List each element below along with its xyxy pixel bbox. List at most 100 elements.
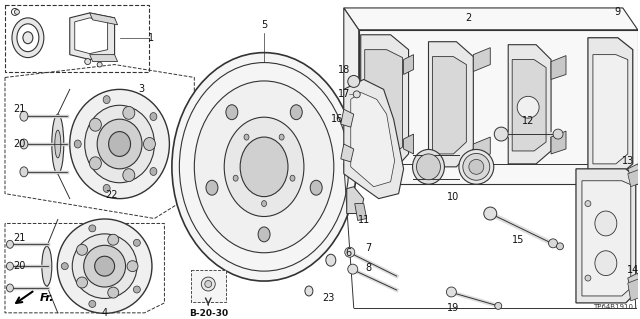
Polygon shape [433, 56, 467, 154]
Ellipse shape [305, 286, 313, 296]
Polygon shape [588, 38, 633, 177]
Ellipse shape [55, 130, 61, 158]
Polygon shape [90, 13, 118, 25]
Ellipse shape [244, 134, 249, 140]
Polygon shape [576, 169, 636, 303]
Text: 17: 17 [337, 89, 350, 99]
Polygon shape [404, 55, 413, 74]
Ellipse shape [290, 175, 295, 181]
Ellipse shape [52, 114, 64, 174]
Ellipse shape [61, 263, 68, 270]
Polygon shape [628, 273, 640, 298]
Bar [191, 270, 226, 302]
Ellipse shape [108, 234, 119, 245]
Ellipse shape [108, 287, 119, 298]
Text: 14: 14 [627, 265, 639, 275]
Polygon shape [551, 131, 566, 154]
Polygon shape [628, 278, 640, 301]
Text: 22: 22 [106, 190, 118, 200]
Ellipse shape [74, 140, 81, 148]
Polygon shape [70, 13, 115, 60]
Ellipse shape [97, 119, 142, 169]
Ellipse shape [6, 284, 13, 292]
Ellipse shape [133, 286, 140, 293]
Ellipse shape [262, 201, 266, 207]
Text: 4: 4 [102, 308, 108, 318]
Ellipse shape [585, 201, 591, 207]
Ellipse shape [469, 160, 484, 174]
Ellipse shape [548, 239, 557, 248]
Ellipse shape [150, 167, 157, 175]
Polygon shape [344, 8, 359, 184]
Polygon shape [512, 60, 546, 151]
Ellipse shape [6, 240, 13, 248]
Text: 2: 2 [465, 13, 472, 23]
Ellipse shape [459, 150, 493, 184]
Text: 21: 21 [13, 234, 26, 243]
Polygon shape [365, 50, 403, 159]
Ellipse shape [12, 18, 44, 58]
Polygon shape [347, 187, 364, 213]
Bar [5, 5, 150, 72]
Text: 11: 11 [358, 215, 370, 226]
Ellipse shape [42, 246, 52, 286]
Ellipse shape [494, 127, 508, 141]
Ellipse shape [348, 76, 360, 87]
Text: 19: 19 [447, 303, 460, 313]
Ellipse shape [348, 264, 358, 274]
Ellipse shape [20, 111, 28, 121]
Text: 7: 7 [365, 243, 372, 253]
Ellipse shape [84, 59, 91, 64]
Ellipse shape [557, 243, 563, 250]
Polygon shape [628, 169, 640, 187]
Polygon shape [429, 42, 474, 167]
Text: 21: 21 [13, 104, 26, 114]
Text: 10: 10 [447, 192, 460, 202]
Ellipse shape [95, 256, 115, 276]
Ellipse shape [326, 254, 336, 266]
Ellipse shape [97, 62, 102, 67]
Ellipse shape [224, 117, 304, 217]
Ellipse shape [90, 157, 101, 170]
Text: B-20-30: B-20-30 [189, 309, 228, 318]
Ellipse shape [77, 277, 88, 288]
Text: TP64B1910: TP64B1910 [593, 304, 633, 310]
Ellipse shape [345, 247, 355, 257]
Text: 23: 23 [323, 293, 335, 303]
Ellipse shape [127, 261, 138, 271]
Ellipse shape [447, 287, 456, 297]
Polygon shape [404, 134, 413, 154]
Ellipse shape [89, 300, 96, 308]
Ellipse shape [291, 105, 302, 120]
Ellipse shape [109, 132, 131, 156]
Polygon shape [351, 93, 395, 187]
Ellipse shape [6, 262, 13, 270]
Text: 3: 3 [138, 85, 145, 94]
Polygon shape [344, 79, 404, 199]
Ellipse shape [20, 167, 28, 177]
Text: 16: 16 [331, 114, 343, 124]
Polygon shape [340, 109, 354, 127]
Ellipse shape [417, 154, 440, 180]
Ellipse shape [15, 10, 19, 14]
Text: 20: 20 [13, 139, 26, 149]
Ellipse shape [84, 105, 154, 183]
Ellipse shape [202, 277, 215, 291]
Ellipse shape [595, 211, 617, 236]
Ellipse shape [72, 234, 137, 299]
Ellipse shape [226, 105, 238, 120]
Text: 15: 15 [512, 235, 524, 245]
Polygon shape [474, 137, 490, 161]
Polygon shape [75, 18, 108, 54]
Ellipse shape [23, 32, 33, 44]
Ellipse shape [205, 281, 212, 287]
Ellipse shape [233, 175, 238, 181]
Ellipse shape [240, 137, 288, 197]
Ellipse shape [123, 169, 135, 182]
Ellipse shape [90, 118, 101, 131]
Ellipse shape [70, 89, 170, 199]
Ellipse shape [103, 96, 110, 104]
Text: 18: 18 [338, 64, 350, 75]
Ellipse shape [12, 8, 19, 15]
Ellipse shape [310, 180, 322, 195]
